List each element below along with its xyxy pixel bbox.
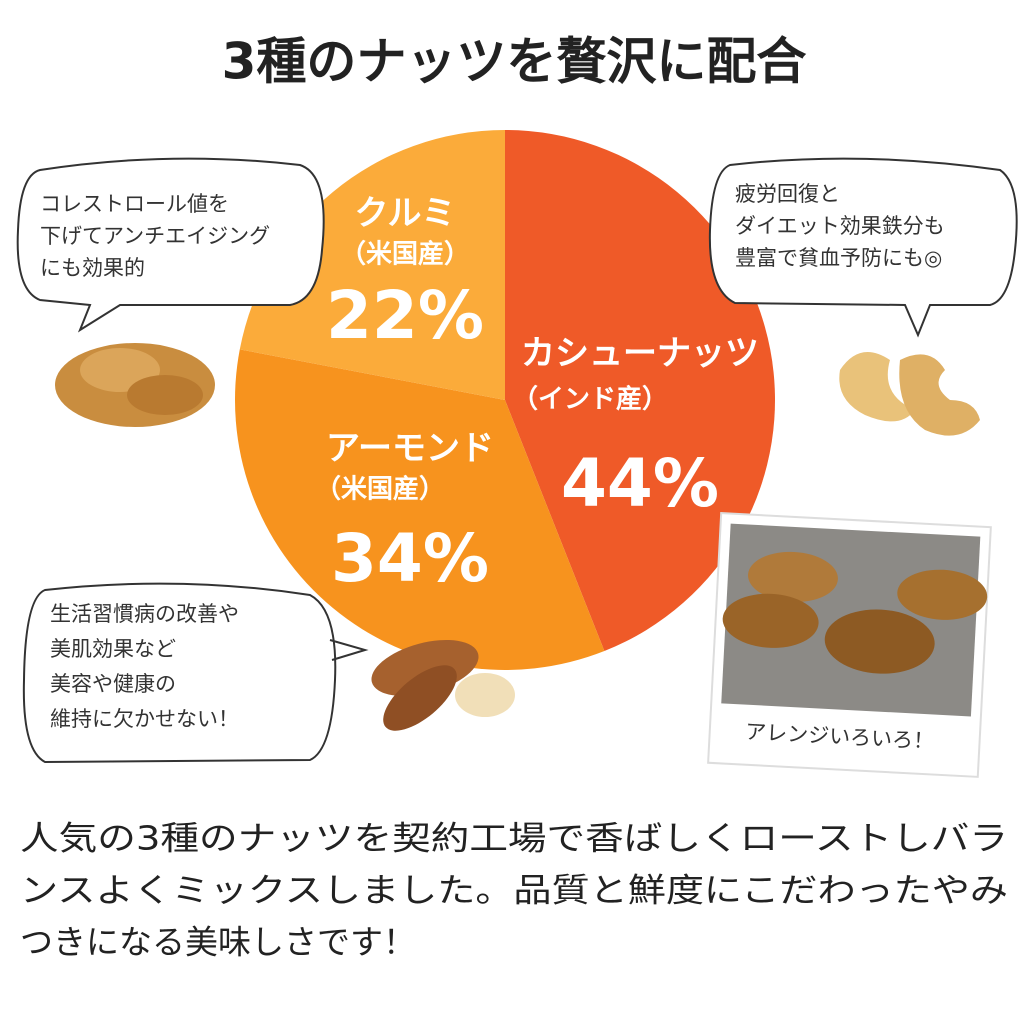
description-line: 人気の3種のナッツを契約工場で香ばしくローストしバラ (20, 819, 1008, 858)
slice-name: アーモンド (326, 429, 494, 469)
annotation-line: 維持に欠かせない！ (50, 707, 239, 731)
slice-origin: （米国産） (315, 474, 445, 505)
slice-origin: （インド産） (512, 384, 668, 415)
slice-name: カシューナッツ (521, 334, 759, 374)
almond (371, 639, 515, 731)
chart-title: 3種のナッツを贅沢に配合 (222, 33, 807, 91)
slice-name: クルミ (355, 194, 456, 234)
annotation-line: ダイエット効果鉄分も (735, 214, 945, 238)
annotation-line: 下げてアンチエイジング (40, 224, 270, 248)
walnut (55, 343, 215, 427)
description-line: ンスよくミックスしました。品質と鮮度にこだわったやみ (20, 871, 1008, 910)
photo-card: アレンジいろいろ！ (707, 512, 992, 778)
pie (234, 130, 776, 670)
annotation-line: にも効果的 (40, 256, 145, 280)
pie-slice (234, 349, 605, 670)
speech-bubble (22, 582, 369, 764)
slice-value-label: 22% (326, 277, 484, 354)
cashew (839, 352, 980, 436)
annotation-line: 生活習慣病の改善や (50, 602, 239, 626)
annotation-line: 美容や健康の (50, 672, 176, 696)
description-line: つきになる美味しさです！ (20, 923, 416, 962)
pie-slice (239, 130, 505, 400)
annotation-line: コレストロール値を (40, 192, 229, 216)
pie-slice (505, 130, 776, 652)
slice-value-label: 34% (331, 520, 489, 597)
slice-value-label: 44% (561, 445, 719, 522)
slice-origin: （米国産） (340, 239, 470, 270)
annotation-line: 疲労回復と (735, 182, 840, 206)
speech-bubble (16, 157, 325, 333)
annotation-line: 豊富で貧血予防にも◎ (735, 246, 942, 270)
annotation-line: 美肌効果など (50, 637, 176, 661)
speech-bubble (708, 157, 1018, 338)
